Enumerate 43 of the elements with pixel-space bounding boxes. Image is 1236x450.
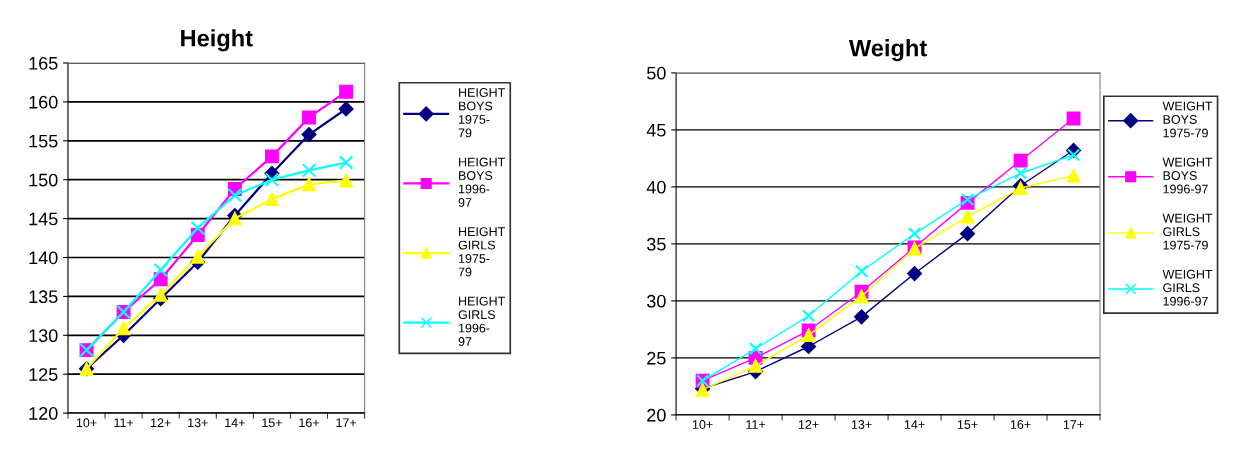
y-tick-label: 135	[29, 290, 58, 304]
x-tick-label: 17+	[336, 418, 357, 428]
y-tick-label: 45	[646, 124, 666, 137]
legend-label: WEIGHT GIRLS 1975-79	[1162, 213, 1213, 250]
x-tick-label: 13+	[851, 420, 872, 429]
y-tick-label: 140	[29, 251, 58, 265]
x-tick-label: 10+	[692, 420, 713, 429]
chart-title: Weight	[848, 39, 927, 62]
x-tick-label: 17+	[1063, 420, 1084, 429]
x-tick-label: 15+	[262, 418, 282, 428]
legend-label: HEIGHT GIRLS 1975-79	[458, 227, 505, 277]
y-tick-label: 150	[29, 173, 58, 187]
y-tick-label: 50	[647, 66, 666, 80]
x-tick-label: 11+	[114, 418, 134, 428]
x-tick-label: 11+	[746, 420, 766, 429]
y-tick-label: 145	[29, 212, 58, 226]
x-tick-label: 16+	[299, 418, 319, 428]
y-tick-label: 20	[647, 408, 666, 422]
chart-title: Height	[181, 29, 253, 52]
legend-label: HEIGHT GIRLS 1996-97	[458, 296, 505, 346]
y-tick-label: 40	[646, 180, 666, 194]
y-tick-label: 30	[646, 294, 666, 308]
legend-label: HEIGHT BOYS 1996-97	[458, 157, 505, 207]
x-tick-label: 16+	[1010, 420, 1031, 429]
y-tick-label: 120	[29, 407, 58, 420]
legend-label: WEIGHT GIRLS 1996-97	[1162, 269, 1213, 306]
y-tick-label: 25	[647, 351, 666, 365]
legend-label: HEIGHT BOYS 1975-79	[458, 88, 505, 138]
x-tick-label: 14+	[225, 418, 245, 428]
legend-label: WEIGHT BOYS 1996-97	[1162, 157, 1213, 194]
x-tick-label: 14+	[904, 420, 925, 429]
x-tick-label: 10+	[76, 418, 97, 428]
x-tick-label: 12+	[151, 418, 171, 428]
y-tick-label: 125	[29, 368, 58, 381]
y-tick-label: 35	[646, 237, 666, 251]
y-tick-label: 130	[29, 329, 58, 343]
y-tick-label: 160	[29, 95, 58, 109]
x-tick-label: 15+	[957, 420, 978, 429]
y-tick-label: 165	[29, 56, 58, 70]
x-tick-label: 12+	[798, 420, 819, 429]
legend-label: WEIGHT BOYS 1975-79	[1162, 101, 1213, 138]
y-tick-label: 155	[29, 134, 58, 148]
x-tick-label: 13+	[188, 418, 208, 428]
